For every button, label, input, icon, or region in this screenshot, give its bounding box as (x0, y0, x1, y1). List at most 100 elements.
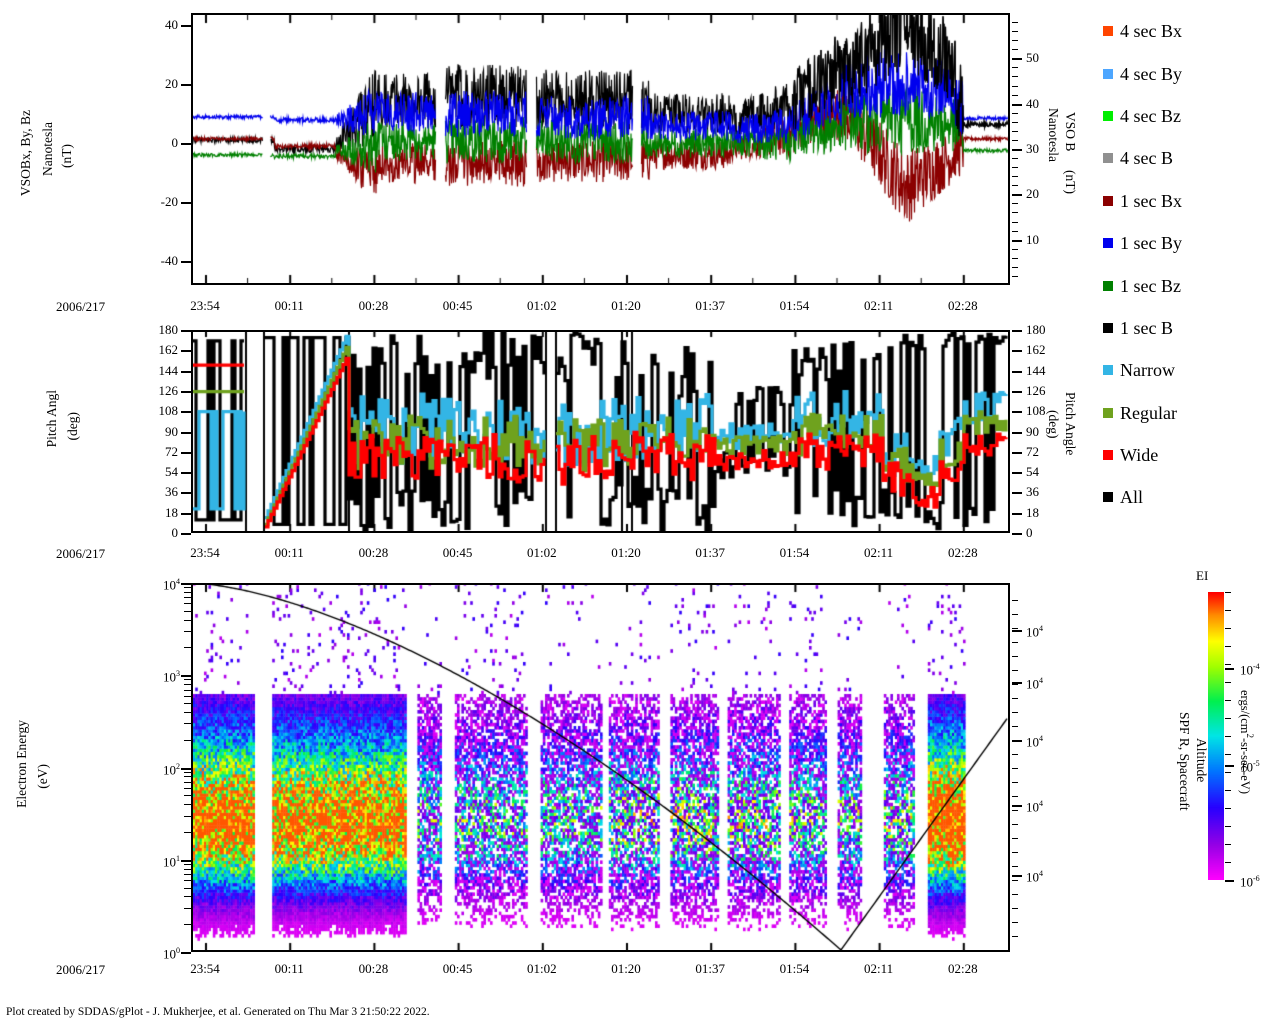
ytick-right-54: 54 (1026, 464, 1039, 480)
axis-tick (1012, 390, 1022, 393)
legend-item-all[interactable]: All (1103, 476, 1278, 518)
legend-item-narrow[interactable]: Narrow (1103, 349, 1278, 391)
altitude-tick-0: 104 (1026, 624, 1044, 640)
axis-label-right-line-2: Altitude (1194, 738, 1209, 783)
axis-label-right-line-1: VSO B (1063, 112, 1078, 152)
axis-tick (184, 863, 191, 865)
axis-tick (181, 83, 191, 86)
axis-tick (1012, 936, 1018, 937)
axis-tick (1012, 370, 1022, 373)
pitch-angle-plot (191, 330, 1010, 533)
axis-tick (1012, 533, 1022, 535)
axis-tick (1012, 94, 1018, 96)
legend-swatch-icon (1103, 365, 1113, 376)
axis-tick (184, 610, 191, 612)
axis-tick (1012, 614, 1018, 615)
axis-tick (1012, 149, 1022, 151)
axis-tick (184, 771, 191, 773)
axis-tick (1225, 754, 1231, 755)
legend-swatch-icon (1103, 195, 1113, 206)
legend-item-4sec-bz[interactable]: 4 sec Bz (1103, 95, 1278, 137)
axis-tick (1225, 646, 1231, 647)
axis-tick (184, 776, 191, 778)
legend-item-label: 4 sec Bx (1120, 21, 1182, 42)
axis-tick (1012, 880, 1018, 881)
axis-label-line-2: (deg) (65, 412, 80, 441)
magnetic-field-left-axis-label: VSOBx, By, Bz Nanotesla (nT) (18, 110, 88, 230)
pitch-angle-canvas (193, 332, 1008, 531)
axis-tick (1012, 22, 1018, 24)
altitude-tick-2: 104 (1026, 734, 1044, 750)
legend-item-1sec-bz[interactable]: 1 sec Bz (1103, 264, 1278, 306)
time-tick-02-28: 02:28 (947, 298, 978, 313)
ytick-right-126: 126 (1026, 382, 1046, 398)
axis-tick (1225, 826, 1231, 827)
legend-item-4sec-b[interactable]: 4 sec B (1103, 137, 1278, 179)
ytick-left-0: 0 (171, 525, 179, 540)
legend-item-regular[interactable]: Regular (1103, 392, 1278, 434)
legend-swatch-icon (1103, 110, 1113, 121)
axis-tick (1012, 58, 1022, 61)
axis-tick (1012, 67, 1018, 69)
colorbar-tick-max: 10-4 (1240, 662, 1260, 678)
legend-item-4sec-by[interactable]: 4 sec By (1103, 52, 1278, 94)
axis-tick (184, 631, 191, 633)
axis-tick (1225, 790, 1231, 791)
axis-tick (1012, 628, 1018, 629)
legend-item-label: Wide (1120, 445, 1159, 466)
axis-tick (181, 390, 191, 393)
ytick-right-50: 50 (1026, 50, 1039, 66)
ytick-right-36: 36 (1026, 484, 1039, 500)
legend-item-wide[interactable]: Wide (1103, 434, 1278, 476)
legend-item-label: 1 sec By (1120, 233, 1182, 254)
axis-tick (1012, 212, 1018, 214)
legend-swatch-icon (1103, 492, 1113, 503)
axis-tick (1012, 85, 1018, 87)
ytick-right-18: 18 (1026, 504, 1039, 520)
time-tick-00-11: 00:11 (274, 298, 304, 313)
time-tick-01-02: 01:02 (526, 298, 557, 313)
time-tick-23-54: 23:54 (190, 298, 220, 313)
magnetic-field-plot (191, 13, 1010, 285)
axis-tick (184, 647, 191, 649)
axis-tick (181, 24, 191, 27)
axis-tick (1225, 682, 1231, 683)
axis-tick (1225, 880, 1231, 881)
axis-tick (184, 587, 191, 589)
time-tick-01-02: 01:02 (526, 961, 557, 976)
colorbar-tick-mid: 10-5 (1240, 758, 1260, 775)
colorbar-units-text: ergs/(cm2-sr-sec-eV) (1238, 690, 1256, 794)
axis-tick (184, 815, 191, 817)
axis-tick (1012, 768, 1018, 769)
axis-tick (1012, 740, 1018, 741)
axis-tick (1012, 670, 1018, 671)
legend-swatch-icon (1103, 68, 1113, 79)
colorbar (1208, 592, 1224, 880)
ytick-left--40: -40 (160, 253, 178, 269)
legend-item-1sec-bx[interactable]: 1 sec Bx (1103, 180, 1278, 222)
legend-item-label: 4 sec B (1120, 148, 1173, 169)
axis-tick (1012, 31, 1018, 33)
legend-swatch-icon (1103, 153, 1113, 164)
time-tick-00-28: 00:28 (358, 961, 389, 976)
ytick-left-54: 54 (165, 464, 178, 480)
axis-tick (1012, 796, 1018, 797)
legend-item-1sec-by[interactable]: 1 sec By (1103, 222, 1278, 264)
axis-tick (184, 684, 191, 686)
axis-tick (1225, 862, 1231, 863)
axis-tick (1012, 492, 1022, 495)
altitude-tick-1: 104 (1026, 676, 1044, 692)
axis-tick (181, 767, 191, 770)
legend-item-1sec-b[interactable]: 1 sec B (1103, 307, 1278, 349)
axis-tick (1012, 838, 1018, 839)
ytick-right-30: 30 (1026, 141, 1039, 156)
ytick-left-162: 162 (158, 342, 179, 358)
legend-item-label: All (1120, 487, 1144, 508)
ytick-left-1e3: 103 (162, 669, 180, 685)
legend-item-4sec-bx[interactable]: 4 sec Bx (1103, 10, 1278, 52)
axis-tick (1225, 880, 1234, 882)
magnetic-field-canvas (193, 15, 1008, 283)
ytick-left-20: 20 (165, 75, 178, 91)
axis-tick (181, 512, 191, 515)
time-tick-01-54: 01:54 (779, 961, 810, 976)
